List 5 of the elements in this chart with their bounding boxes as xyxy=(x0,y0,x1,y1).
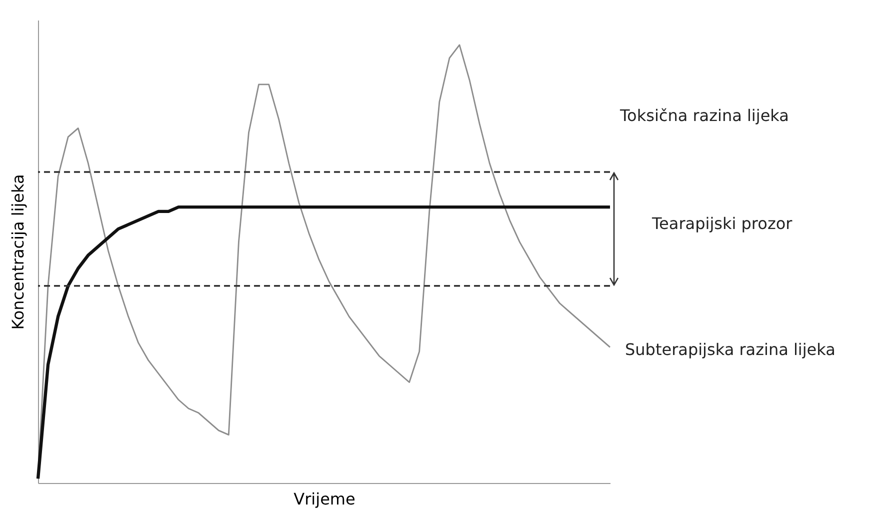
text: Toksična razina lijeka xyxy=(620,106,789,125)
text: Subterapijska razina lijeka xyxy=(625,340,836,359)
y-axis-title: Koncentracija lijeka xyxy=(8,174,28,330)
x-axis-title: Vrijeme xyxy=(294,490,356,508)
text: Tearapijski prozor xyxy=(652,214,792,233)
